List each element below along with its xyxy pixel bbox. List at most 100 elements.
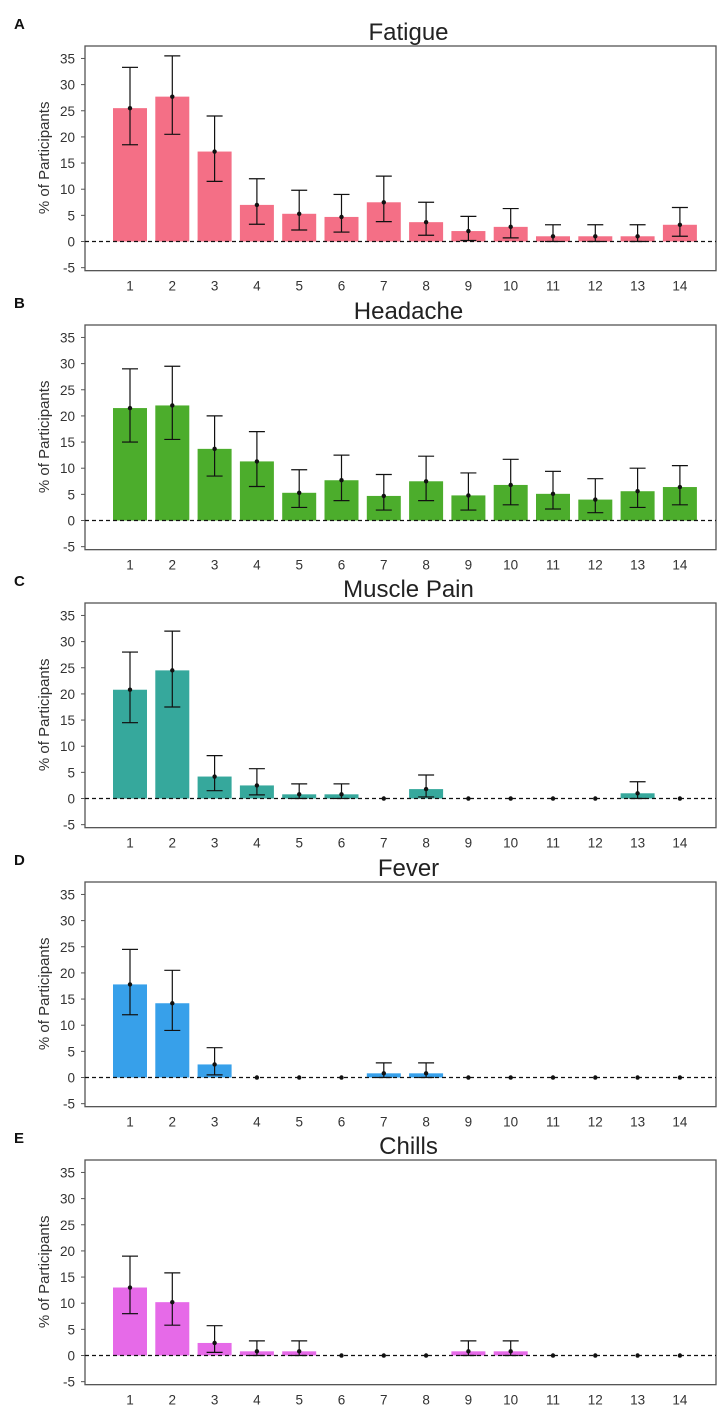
data-point bbox=[423, 479, 429, 484]
x-tick-label: 10 bbox=[503, 558, 518, 573]
x-tick-label: 5 bbox=[295, 1393, 303, 1405]
data-point bbox=[127, 1285, 133, 1290]
x-tick-label: 13 bbox=[630, 1115, 645, 1130]
data-point bbox=[170, 403, 175, 408]
data-point bbox=[339, 478, 344, 483]
x-tick-label: 5 bbox=[295, 558, 303, 573]
data-point bbox=[508, 1075, 513, 1080]
data-point bbox=[508, 482, 513, 488]
data-point bbox=[297, 1075, 302, 1080]
y-tick-label: 0 bbox=[67, 1071, 75, 1086]
data-point bbox=[297, 490, 302, 495]
x-tick-label: 9 bbox=[465, 1115, 473, 1130]
x-tick-label: 12 bbox=[588, 836, 603, 851]
x-tick-label: 6 bbox=[338, 1115, 346, 1130]
x-tick-label: 1 bbox=[126, 1115, 134, 1130]
data-point bbox=[677, 796, 683, 801]
y-tick-label: 0 bbox=[67, 235, 75, 250]
data-point bbox=[381, 1353, 386, 1358]
x-tick-label: 6 bbox=[338, 279, 346, 294]
x-tick-label: 12 bbox=[588, 1115, 603, 1130]
x-tick-label: 2 bbox=[169, 279, 177, 294]
panel-letter: B bbox=[14, 295, 25, 312]
x-tick-label: 1 bbox=[126, 1393, 134, 1405]
data-point bbox=[593, 497, 598, 502]
y-tick-label: 35 bbox=[60, 51, 75, 66]
data-point bbox=[297, 211, 302, 216]
data-point bbox=[593, 1075, 598, 1080]
data-point bbox=[508, 796, 513, 801]
data-point bbox=[423, 1071, 429, 1076]
error-bar bbox=[248, 178, 265, 225]
data-point bbox=[254, 202, 260, 208]
data-point bbox=[297, 792, 302, 797]
data-point bbox=[127, 982, 133, 987]
error-bar bbox=[248, 768, 265, 796]
error-bar bbox=[587, 478, 604, 514]
x-tick-label: 7 bbox=[380, 1393, 388, 1405]
data-point bbox=[423, 786, 429, 792]
x-tick-label: 9 bbox=[465, 1393, 473, 1405]
y-tick-label: 10 bbox=[60, 1018, 75, 1033]
x-tick-label: 10 bbox=[503, 836, 518, 851]
data-point bbox=[677, 1075, 683, 1080]
error-bar bbox=[502, 458, 519, 506]
x-tick-label: 7 bbox=[380, 558, 388, 573]
axes-frame bbox=[84, 324, 717, 551]
x-tick-label: 11 bbox=[546, 1115, 560, 1130]
x-tick-label: 8 bbox=[422, 836, 430, 851]
data-point bbox=[635, 1075, 640, 1080]
error-bar bbox=[418, 774, 435, 798]
data-point bbox=[593, 796, 598, 801]
error-bar bbox=[122, 368, 138, 443]
y-tick-label: 35 bbox=[60, 887, 75, 902]
data-point bbox=[466, 796, 471, 801]
error-bar bbox=[122, 651, 138, 724]
data-point bbox=[339, 214, 344, 220]
y-tick-label: 15 bbox=[60, 435, 75, 450]
y-tick-label: 20 bbox=[60, 1244, 75, 1259]
data-point bbox=[212, 446, 217, 452]
y-tick-label: 25 bbox=[60, 661, 75, 676]
x-tick-label: 4 bbox=[253, 1393, 261, 1405]
data-point bbox=[254, 1349, 260, 1354]
x-tick-label: 1 bbox=[126, 558, 134, 573]
y-tick-label: 30 bbox=[60, 357, 75, 372]
y-tick-label: 20 bbox=[60, 409, 75, 424]
axes-frame bbox=[84, 602, 717, 829]
x-tick-label: 4 bbox=[253, 1115, 261, 1130]
x-tick-label: 2 bbox=[169, 836, 177, 851]
x-tick-label: 4 bbox=[253, 836, 261, 851]
y-axis-label: % of Participants bbox=[36, 659, 53, 772]
x-tick-label: 10 bbox=[503, 1393, 518, 1405]
data-point bbox=[127, 687, 133, 692]
y-tick-label: 0 bbox=[67, 1349, 75, 1364]
y-tick-label: 10 bbox=[60, 182, 75, 197]
error-bar bbox=[206, 1047, 223, 1076]
data-point bbox=[635, 489, 640, 494]
y-tick-label: 25 bbox=[60, 1218, 75, 1233]
error-bar bbox=[206, 415, 223, 477]
x-tick-label: 9 bbox=[465, 279, 473, 294]
x-tick-label: 7 bbox=[380, 836, 388, 851]
y-tick-label: 10 bbox=[60, 461, 75, 476]
x-tick-label: 14 bbox=[672, 1115, 688, 1130]
x-tick-label: 8 bbox=[422, 1393, 430, 1405]
error-bar bbox=[206, 1325, 223, 1353]
x-tick-label: 7 bbox=[380, 1115, 388, 1130]
x-tick-label: 2 bbox=[169, 1393, 177, 1405]
error-bar bbox=[164, 969, 181, 1032]
axes-frame bbox=[84, 881, 717, 1108]
chart-title: Muscle Pain bbox=[343, 576, 474, 603]
error-bar bbox=[333, 454, 350, 502]
data-point bbox=[466, 228, 471, 234]
data-point bbox=[466, 1075, 471, 1080]
data-point bbox=[423, 1353, 429, 1358]
x-tick-label: 10 bbox=[503, 279, 518, 294]
error-bar bbox=[545, 224, 561, 243]
y-tick-label: -5 bbox=[63, 540, 75, 555]
x-tick-label: 12 bbox=[588, 279, 603, 294]
data-point bbox=[339, 1353, 344, 1358]
x-tick-label: 8 bbox=[422, 558, 430, 573]
